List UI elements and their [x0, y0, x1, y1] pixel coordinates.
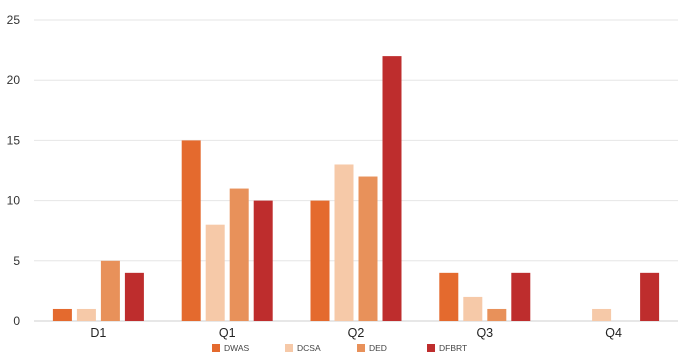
bar-dfbrt-q1	[253, 200, 273, 321]
x-category-label: D1	[90, 326, 106, 340]
bar-dcsa-q1	[205, 224, 225, 321]
bar-dcsa-q3	[463, 296, 483, 321]
y-tick-label: 15	[7, 133, 21, 147]
y-tick-label: 0	[13, 314, 20, 328]
y-tick-label: 20	[7, 73, 21, 87]
x-category-label: Q3	[476, 326, 493, 340]
bar-dfbrt-q3	[511, 272, 531, 321]
legend-label-dwas: DWAS	[224, 343, 250, 353]
bar-dcsa-q2	[334, 164, 354, 321]
bars	[52, 56, 660, 322]
x-axis-labels: D1 Q1 Q2 Q3 Q4	[90, 326, 622, 340]
bar-ded-q1	[229, 188, 249, 321]
y-tick-label: 10	[7, 194, 21, 208]
bar-ded-q2	[358, 176, 378, 321]
legend-swatch-dcsa	[285, 344, 293, 352]
bar-dfbrt-d1	[124, 272, 144, 321]
legend-label-ded: DED	[369, 343, 387, 353]
bar-dfbrt-q2	[382, 56, 402, 322]
legend-swatch-dfbrt	[427, 344, 435, 352]
bar-dcsa-d1	[76, 308, 96, 321]
bar-dwas-q3	[439, 272, 459, 321]
bar-dcsa-q4	[592, 308, 612, 321]
x-category-label: Q1	[219, 326, 236, 340]
bar-dwas-q2	[310, 200, 330, 321]
y-tick-label: 5	[13, 254, 20, 268]
y-tick-label: 25	[7, 13, 21, 27]
bar-dwas-d1	[52, 308, 72, 321]
legend-label-dfbrt: DFBRT	[439, 343, 467, 353]
x-category-label: Q4	[605, 326, 622, 340]
legend-swatch-dwas	[212, 344, 220, 352]
legend-swatch-ded	[357, 344, 365, 352]
x-category-label: Q2	[348, 326, 365, 340]
bar-ded-q3	[487, 308, 507, 321]
bar-ded-d1	[100, 260, 120, 321]
bar-dfbrt-q4	[640, 272, 660, 321]
gridlines	[34, 19, 678, 322]
legend-label-dcsa: DCSA	[297, 343, 321, 353]
y-axis-ticks: 0 5 10 15 20 25	[7, 13, 21, 328]
legend: DWAS DCSA DED DFBRT	[212, 343, 467, 353]
bar-dwas-q1	[181, 140, 201, 321]
